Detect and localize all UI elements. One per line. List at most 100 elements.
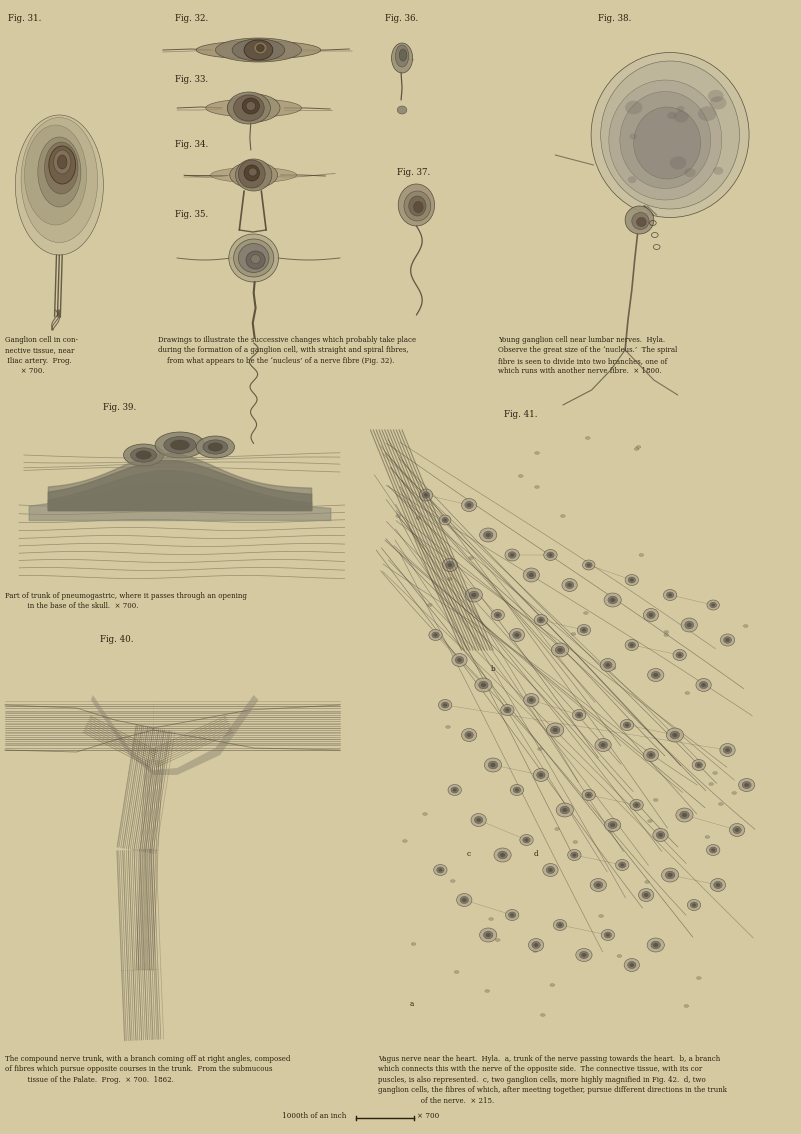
Ellipse shape xyxy=(713,167,723,175)
Ellipse shape xyxy=(625,206,654,234)
Ellipse shape xyxy=(594,881,603,889)
Ellipse shape xyxy=(568,849,581,861)
Ellipse shape xyxy=(491,609,505,620)
Ellipse shape xyxy=(651,942,656,946)
Ellipse shape xyxy=(544,550,557,560)
Ellipse shape xyxy=(523,568,539,582)
Ellipse shape xyxy=(451,787,458,793)
Ellipse shape xyxy=(465,589,482,602)
Ellipse shape xyxy=(510,785,524,795)
Ellipse shape xyxy=(630,963,634,967)
Ellipse shape xyxy=(684,168,696,177)
Ellipse shape xyxy=(244,40,273,60)
Ellipse shape xyxy=(246,251,265,269)
Ellipse shape xyxy=(601,743,606,747)
Ellipse shape xyxy=(548,868,553,872)
Ellipse shape xyxy=(579,951,589,958)
Ellipse shape xyxy=(580,627,588,633)
Ellipse shape xyxy=(532,941,541,948)
Ellipse shape xyxy=(710,602,717,608)
Text: Young ganglion cell near lumbar nerves.  Hyla.
Observe the great size of the ‘nu: Young ganglion cell near lumbar nerves. … xyxy=(497,336,677,375)
Ellipse shape xyxy=(711,848,715,852)
Ellipse shape xyxy=(529,699,533,702)
Ellipse shape xyxy=(654,674,658,677)
Ellipse shape xyxy=(583,611,588,615)
Ellipse shape xyxy=(411,942,416,946)
Ellipse shape xyxy=(710,96,727,110)
Ellipse shape xyxy=(630,643,634,646)
Ellipse shape xyxy=(623,722,630,728)
Ellipse shape xyxy=(687,899,701,911)
Ellipse shape xyxy=(642,891,650,898)
Ellipse shape xyxy=(416,516,421,519)
Ellipse shape xyxy=(543,863,558,877)
Ellipse shape xyxy=(730,823,745,837)
Ellipse shape xyxy=(718,803,723,805)
Ellipse shape xyxy=(239,160,265,188)
Text: Fig. 39.: Fig. 39. xyxy=(103,403,137,412)
Ellipse shape xyxy=(664,631,669,634)
Ellipse shape xyxy=(398,184,435,226)
Ellipse shape xyxy=(438,869,442,872)
Ellipse shape xyxy=(136,451,151,459)
Ellipse shape xyxy=(601,61,739,209)
Ellipse shape xyxy=(686,623,692,627)
Ellipse shape xyxy=(720,744,735,756)
Ellipse shape xyxy=(744,784,749,787)
Ellipse shape xyxy=(591,52,749,218)
Ellipse shape xyxy=(409,196,426,215)
Ellipse shape xyxy=(495,939,500,941)
Ellipse shape xyxy=(227,94,280,122)
Ellipse shape xyxy=(513,787,521,793)
Ellipse shape xyxy=(610,598,615,602)
Ellipse shape xyxy=(662,868,678,882)
Text: Ganglion cell in con-
nective tissue, near
 Iliac artery.  Frog.
       × 700.: Ganglion cell in con- nective tissue, ne… xyxy=(5,336,78,375)
Text: Fig. 40.: Fig. 40. xyxy=(99,635,133,644)
Ellipse shape xyxy=(21,118,98,243)
Ellipse shape xyxy=(234,239,274,277)
Ellipse shape xyxy=(54,150,70,174)
Ellipse shape xyxy=(608,821,617,829)
Ellipse shape xyxy=(537,747,542,751)
Ellipse shape xyxy=(527,572,536,578)
Ellipse shape xyxy=(654,798,658,802)
Ellipse shape xyxy=(608,596,618,603)
Ellipse shape xyxy=(538,773,543,777)
Text: The compound nerve trunk, with a branch coming off at right angles, composed
of : The compound nerve trunk, with a branch … xyxy=(5,1055,290,1084)
Ellipse shape xyxy=(726,638,730,642)
Ellipse shape xyxy=(203,440,227,454)
Ellipse shape xyxy=(677,105,685,112)
Ellipse shape xyxy=(533,943,538,947)
Ellipse shape xyxy=(235,159,272,191)
Ellipse shape xyxy=(696,678,711,692)
Ellipse shape xyxy=(448,577,453,581)
Ellipse shape xyxy=(58,155,67,169)
Ellipse shape xyxy=(606,663,610,667)
Ellipse shape xyxy=(625,640,638,651)
Ellipse shape xyxy=(529,939,544,951)
Ellipse shape xyxy=(505,909,519,921)
Ellipse shape xyxy=(651,941,661,949)
Ellipse shape xyxy=(471,593,477,598)
Ellipse shape xyxy=(644,894,649,897)
Ellipse shape xyxy=(647,820,652,822)
Ellipse shape xyxy=(733,827,741,833)
Ellipse shape xyxy=(586,562,592,568)
Ellipse shape xyxy=(681,618,698,632)
Ellipse shape xyxy=(534,451,539,455)
Text: Fig. 33.: Fig. 33. xyxy=(175,75,208,84)
Ellipse shape xyxy=(509,912,516,919)
Ellipse shape xyxy=(708,90,723,102)
Ellipse shape xyxy=(392,43,413,73)
Ellipse shape xyxy=(656,831,665,838)
Ellipse shape xyxy=(658,833,662,837)
Ellipse shape xyxy=(465,501,473,508)
Ellipse shape xyxy=(534,485,539,489)
Ellipse shape xyxy=(496,613,500,617)
Ellipse shape xyxy=(444,518,447,522)
Ellipse shape xyxy=(471,813,486,827)
Ellipse shape xyxy=(646,752,655,759)
Polygon shape xyxy=(91,695,259,775)
Ellipse shape xyxy=(608,829,613,832)
Ellipse shape xyxy=(397,105,407,115)
